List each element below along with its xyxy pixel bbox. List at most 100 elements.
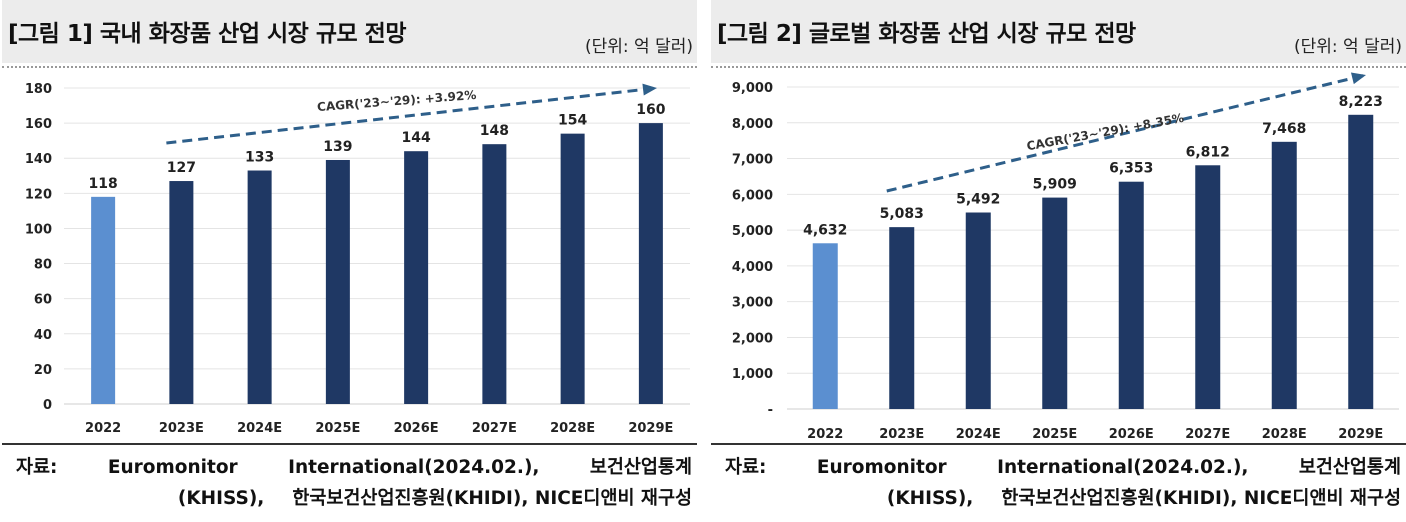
data-label: 5,492 <box>956 192 1000 208</box>
bar <box>1348 114 1374 410</box>
x-tick-label: 2022 <box>85 421 121 436</box>
trend-arrow-line <box>166 86 658 145</box>
chart-title-1: [그림 1] 국내 화장품 산업 시장 규모 전망 <box>8 21 406 47</box>
header-divider-1 <box>2 66 697 68</box>
data-label: 127 <box>167 160 196 176</box>
source-text-khidi: 한국보건산업진흥원(KHIDI), NICE디앤비 재구성 <box>1001 488 1401 509</box>
cagr-annotation: CAGR('23~'29): +8.35% <box>1026 111 1186 154</box>
chart-header-1: [그림 1] 국내 화장품 산업 시장 규모 전망 (단위: 억 달러) <box>2 0 697 63</box>
data-label: 6,353 <box>1109 161 1153 177</box>
y-tick-label: 5,000 <box>732 224 773 239</box>
source-text-khiss: 보건산업통계 <box>589 457 692 478</box>
trend-arrow-head <box>1350 72 1366 85</box>
y-tick-label: 4,000 <box>732 260 773 275</box>
y-tick-label: 160 <box>25 117 52 132</box>
y-tick-label: 7,000 <box>732 153 773 168</box>
bar <box>1195 165 1221 409</box>
x-tick-label: 2027E <box>1185 427 1230 440</box>
chart-unit-2: (단위: 억 달러) <box>1294 37 1402 57</box>
x-tick-label: 2026E <box>394 421 439 436</box>
source-text-khidi: 한국보건산업진흥원(KHIDI), NICE디앤비 재구성 <box>292 488 692 509</box>
bar <box>1271 141 1297 409</box>
bar <box>482 144 507 404</box>
data-label: 144 <box>402 130 431 146</box>
bar <box>247 170 272 404</box>
y-tick-label: 140 <box>25 152 52 167</box>
source-text-euromonitor: Euromonitor <box>816 457 947 478</box>
y-tick-label: 6,000 <box>732 188 773 203</box>
chart-header-2: [그림 2] 글로벌 화장품 산업 시장 규모 전망 (단위: 억 달러) <box>711 0 1406 63</box>
y-tick-label: 80 <box>34 258 52 273</box>
source-text-khiss-abbr: (KHISS), <box>177 488 265 509</box>
x-tick-label: 2022 <box>807 427 843 440</box>
x-tick-label: 2028E <box>1262 427 1307 440</box>
source-note-1: 자료: Euromonitor International(2024.02.),… <box>16 452 692 514</box>
y-tick-label: 120 <box>25 187 52 202</box>
y-tick-label: 60 <box>34 293 52 308</box>
x-tick-label: 2029E <box>628 421 673 436</box>
bar <box>169 181 194 404</box>
y-tick-label: 40 <box>34 328 52 343</box>
trend-arrow-head <box>642 83 657 96</box>
x-tick-label: 2029E <box>1338 427 1383 440</box>
data-label: 4,632 <box>803 222 847 238</box>
y-tick-label: 9,000 <box>732 81 773 96</box>
x-tick-label: 2027E <box>472 421 517 436</box>
source-text-khiss-abbr: (KHISS), <box>886 488 974 509</box>
y-tick-label: 0 <box>43 398 52 413</box>
bar <box>325 159 350 404</box>
bar-chart-2: - 1,000 2,000 3,000 4,000 5,000 6,000 7,000 8,00… <box>732 72 1399 440</box>
x-tick-label: 2025E <box>1032 427 1077 440</box>
data-label: 139 <box>323 139 352 155</box>
header-divider-2 <box>711 66 1406 68</box>
chart-title-2: [그림 2] 글로벌 화장품 산업 시장 규모 전망 <box>717 21 1136 47</box>
bar <box>638 123 663 404</box>
data-label: 5,909 <box>1033 177 1077 193</box>
source-label: 자료: <box>725 457 767 478</box>
bar <box>812 243 838 409</box>
x-tick-label: 2025E <box>315 421 360 436</box>
bar <box>1118 181 1144 409</box>
bar <box>404 151 429 404</box>
chart-panel-1: [그림 1] 국내 화장품 산업 시장 규모 전망 (단위: 억 달러) 0 20… <box>2 0 697 522</box>
bar <box>91 196 116 404</box>
data-label: 7,468 <box>1262 121 1306 137</box>
source-note-2: 자료: Euromonitor International(2024.02.),… <box>725 452 1401 514</box>
bar <box>1042 197 1068 409</box>
data-label: 6,812 <box>1186 144 1230 160</box>
y-tick-label: 20 <box>34 363 52 378</box>
chart-panel-2: [그림 2] 글로벌 화장품 산업 시장 규모 전망 (단위: 억 달러) - 1… <box>711 0 1406 522</box>
data-label: 148 <box>480 123 509 139</box>
source-text-euromonitor: Euromonitor <box>107 457 238 478</box>
source-text-international: International(2024.02.), <box>288 457 540 478</box>
source-divider-1 <box>2 443 697 445</box>
y-tick-label: 180 <box>25 82 52 97</box>
x-tick-label: 2026E <box>1109 427 1154 440</box>
y-tick-label: 3,000 <box>732 296 773 311</box>
source-divider-2 <box>711 443 1406 445</box>
chart-unit-1: (단위: 억 달러) <box>585 37 693 57</box>
y-tick-label: 1,000 <box>732 367 773 382</box>
data-label: 160 <box>636 102 665 118</box>
source-label: 자료: <box>16 457 58 478</box>
data-label: 154 <box>558 113 587 129</box>
data-label: 133 <box>245 150 274 166</box>
x-tick-label: 2023E <box>159 421 204 436</box>
y-tick-label: 8,000 <box>732 117 773 132</box>
bar <box>965 212 991 409</box>
y-tick-label: - <box>768 403 773 418</box>
source-text-khiss: 보건산업통계 <box>1298 457 1401 478</box>
data-label: 5,083 <box>880 206 924 222</box>
y-tick-label: 2,000 <box>732 331 773 346</box>
data-label: 8,223 <box>1339 94 1383 110</box>
bar-chart-1: 0 20 40 60 80 100 120 140 160 180 118 2022 127 2023E 1… <box>25 82 690 436</box>
data-label: 118 <box>89 176 118 192</box>
y-tick-label: 100 <box>25 222 52 237</box>
x-tick-label: 2028E <box>550 421 595 436</box>
bar <box>560 133 585 404</box>
source-text-international: International(2024.02.), <box>997 457 1249 478</box>
x-tick-label: 2024E <box>237 421 282 436</box>
bar <box>889 227 915 409</box>
x-tick-label: 2023E <box>879 427 924 440</box>
trend-arrow-line <box>886 73 1367 193</box>
